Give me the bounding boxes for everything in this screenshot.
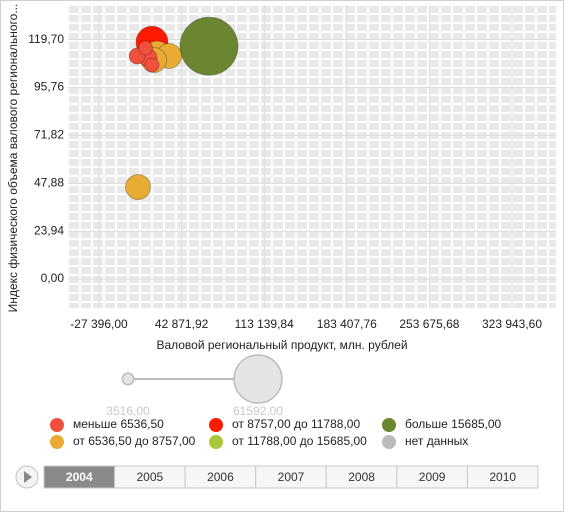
timeline-year-label: 2009 [419, 470, 446, 484]
timeline-year-label: 2004 [66, 470, 93, 484]
size-legend-circle [233, 354, 283, 404]
x-tick-label: -27 396,00 [70, 317, 128, 331]
play-icon [24, 471, 32, 483]
y-tick-label: 0,00 [41, 271, 65, 285]
legend-swatch [209, 418, 223, 432]
x-tick-label: 183 407,76 [317, 317, 377, 331]
size-legend-circle [121, 372, 135, 386]
timeline-year[interactable] [466, 465, 539, 489]
legend-swatch [382, 435, 396, 449]
legend-label: от 6536,50 до 8757,00 [73, 434, 196, 448]
y-tick-label: 119,70 [28, 32, 64, 46]
legend-swatch [382, 418, 396, 432]
size-legend-label: 61592,00 [233, 404, 283, 418]
timeline: 2004 2005 2006 2007 2008 2009 2010 [15, 465, 539, 489]
size-legend-label: 3516,00 [106, 404, 150, 418]
legend-label: от 11788,00 до 15685,00 [232, 434, 367, 448]
legend-label: от 8757,00 до 11788,00 [232, 417, 360, 431]
x-tick-label: 323 943,60 [482, 317, 542, 331]
bubble[interactable] [137, 40, 153, 56]
timeline-year-label: 2007 [278, 470, 305, 484]
timeline-year-label: 2005 [137, 470, 164, 484]
timeline-year-label: 2010 [489, 470, 516, 484]
bubble[interactable] [179, 16, 239, 76]
legend-label: нет данных [405, 434, 468, 448]
y-axis-label: Индекс физического объема валового регио… [6, 4, 20, 313]
bubble[interactable] [124, 173, 152, 201]
legend-swatch [50, 435, 64, 449]
x-tick-label: 42 871,92 [155, 317, 209, 331]
timeline-year-label: 2006 [207, 470, 234, 484]
x-tick-label: 253 675,68 [399, 317, 459, 331]
x-tick-label: 113 139,84 [235, 317, 294, 331]
legend-swatch [50, 418, 64, 432]
y-tick-label: 47,88 [34, 175, 64, 189]
bubble[interactable] [144, 57, 160, 73]
legend-swatch [209, 435, 223, 449]
timeline-year-label: 2008 [348, 470, 375, 484]
y-tick-label: 71,82 [34, 128, 64, 142]
legend-label: меньше 6536,50 [73, 417, 164, 431]
x-axis-label: Валовой региональный продукт, млн. рубле… [156, 338, 407, 352]
legend-label: больше 15685,00 [405, 417, 502, 431]
y-tick-label: 23,94 [34, 223, 64, 237]
y-tick-label: 95,76 [34, 80, 64, 94]
